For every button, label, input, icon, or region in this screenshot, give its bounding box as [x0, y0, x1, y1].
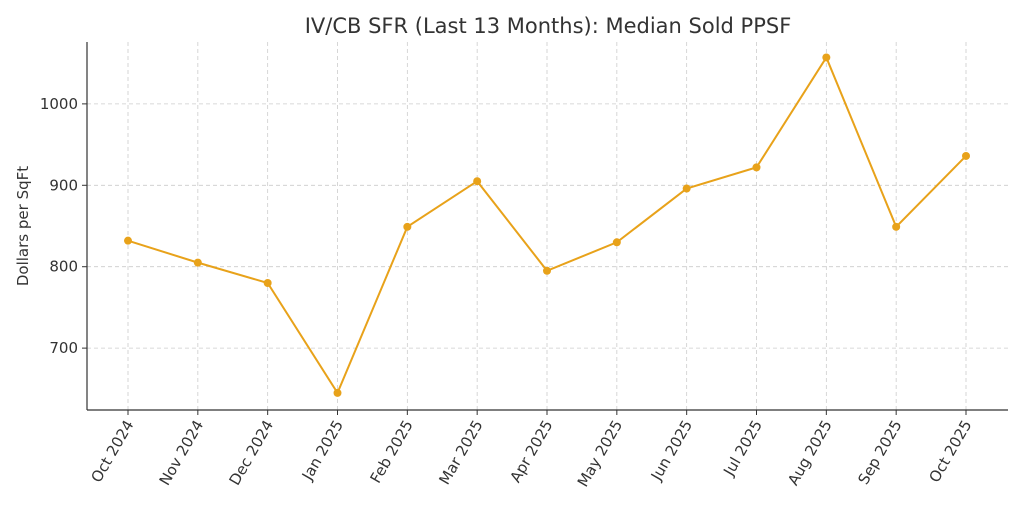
data-point [473, 177, 482, 186]
y-tick-label: 700 [49, 339, 78, 357]
x-tick-label: Sep 2025 [854, 417, 905, 488]
x-tick-label: Jan 2025 [298, 417, 347, 484]
x-tick-label: Jul 2025 [719, 417, 766, 480]
data-point [193, 258, 202, 267]
y-tick-label: 1000 [40, 95, 78, 113]
data-point [333, 388, 342, 397]
data-point [543, 266, 551, 275]
data-point [124, 236, 132, 245]
x-tick-label: Nov 2024 [156, 417, 208, 489]
x-tick-label: Mar 2025 [435, 417, 486, 488]
x-tick-label: Oct 2025 [925, 417, 975, 486]
x-tick-label: Feb 2025 [366, 417, 416, 486]
series [124, 53, 970, 397]
data-point [892, 222, 901, 231]
grid [87, 42, 1008, 410]
x-tick-label: Jun 2025 [647, 417, 696, 484]
x-tick-label: Oct 2024 [87, 417, 137, 486]
data-point [752, 163, 761, 172]
x-tick-label: Dec 2024 [226, 417, 278, 488]
y-ticks: 700 800 900 1000 [40, 95, 87, 357]
data-point [612, 238, 621, 247]
data-point [403, 222, 412, 231]
axes [86, 42, 1008, 411]
chart-title: IV/CB SFR (Last 13 Months): Median Sold … [305, 14, 792, 38]
x-ticks: Oct 2024 Nov 2024 Dec 2024 Jan 2025 Feb 2025… [87, 410, 975, 490]
x-tick-label: Apr 2025 [506, 417, 556, 486]
data-point [962, 151, 970, 160]
x-tick-label: Aug 2025 [784, 417, 836, 489]
data-point [682, 184, 691, 193]
x-tick-label: May 2025 [574, 417, 627, 490]
y-axis-label: Dollars per SqFt [14, 166, 32, 286]
y-tick-label: 800 [49, 258, 78, 276]
data-point [822, 53, 831, 62]
y-tick-label: 900 [49, 176, 78, 194]
data-point [263, 278, 272, 287]
